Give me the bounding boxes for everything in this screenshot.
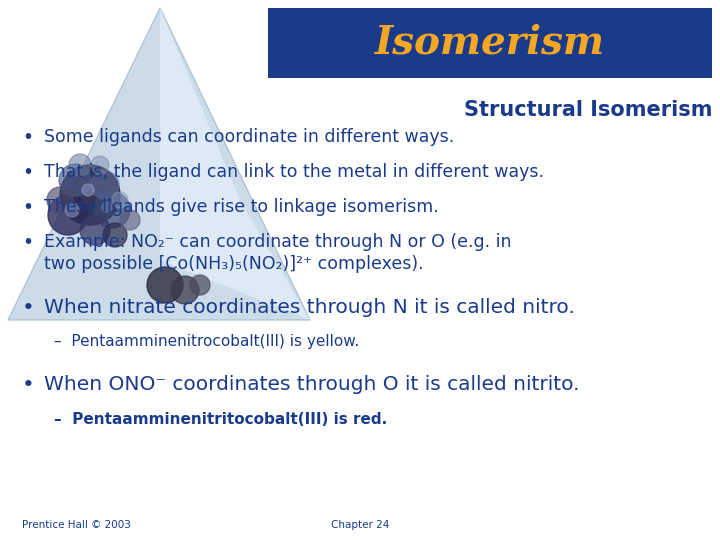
Circle shape (103, 223, 127, 247)
Text: •: • (22, 198, 33, 217)
Circle shape (48, 195, 88, 235)
Circle shape (91, 156, 109, 174)
Circle shape (59, 164, 91, 196)
Circle shape (60, 165, 120, 225)
Text: •: • (22, 233, 33, 252)
Circle shape (69, 154, 91, 176)
Text: •: • (22, 298, 35, 318)
Polygon shape (160, 8, 310, 320)
Text: •: • (22, 375, 35, 395)
Circle shape (102, 202, 112, 212)
Text: Example: NO₂⁻ can coordinate through N or O (e.g. in: Example: NO₂⁻ can coordinate through N o… (44, 233, 511, 251)
Text: Structural Isomerism: Structural Isomerism (464, 100, 712, 120)
Text: Some ligands can coordinate in different ways.: Some ligands can coordinate in different… (44, 128, 454, 146)
Polygon shape (8, 8, 310, 320)
Circle shape (82, 184, 94, 196)
Circle shape (65, 203, 79, 217)
Circle shape (80, 215, 110, 245)
Circle shape (190, 275, 210, 295)
Text: Chapter 24: Chapter 24 (330, 520, 390, 530)
Text: –  Pentaamminenitritocobalt(III) is red.: – Pentaamminenitritocobalt(III) is red. (54, 412, 387, 427)
Text: These ligands give rise to linkage isomerism.: These ligands give rise to linkage isome… (44, 198, 438, 216)
Text: Isomerism: Isomerism (375, 24, 605, 62)
Text: When nitrate coordinates through N it is called nitro.: When nitrate coordinates through N it is… (44, 298, 575, 317)
Text: •: • (22, 128, 33, 147)
Circle shape (147, 267, 183, 303)
Circle shape (112, 192, 128, 208)
Text: –  Pentaamminenitrocobalt(III) is yellow.: – Pentaamminenitrocobalt(III) is yellow. (54, 334, 359, 349)
Circle shape (47, 187, 73, 213)
Text: •: • (22, 163, 33, 182)
Text: That is, the ligand can link to the metal in different ways.: That is, the ligand can link to the meta… (44, 163, 544, 181)
Circle shape (94, 192, 130, 228)
Text: Prentice Hall © 2003: Prentice Hall © 2003 (22, 520, 131, 530)
Circle shape (171, 276, 199, 304)
Text: When ONO⁻ coordinates through O it is called nitrito.: When ONO⁻ coordinates through O it is ca… (44, 375, 580, 394)
FancyBboxPatch shape (268, 8, 712, 78)
Circle shape (91, 171, 119, 199)
Text: two possible [Co(NH₃)₅(NO₂)]²⁺ complexes).: two possible [Co(NH₃)₅(NO₂)]²⁺ complexes… (44, 255, 423, 273)
Circle shape (120, 210, 140, 230)
